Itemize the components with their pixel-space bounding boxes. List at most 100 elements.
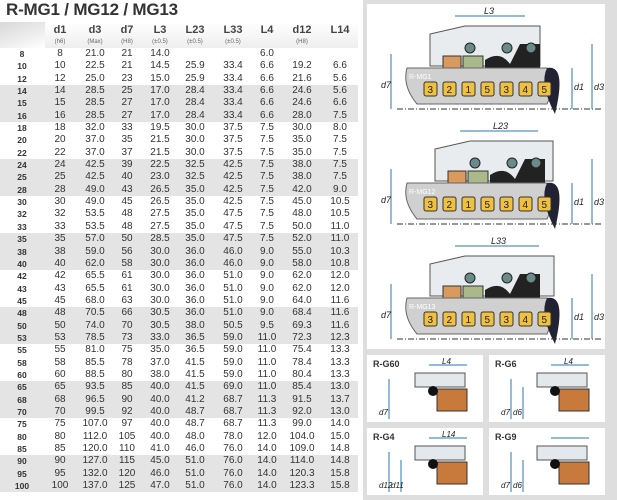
cell: 37 xyxy=(121,146,133,158)
cell: 53.5 xyxy=(85,220,105,232)
cell: 41.5 xyxy=(185,356,205,368)
column-name: L14 xyxy=(330,24,350,36)
cell: 114.0 xyxy=(289,455,315,467)
cell: 42.5 xyxy=(223,196,243,208)
cell: 70 xyxy=(54,405,66,417)
cell: 14.0 xyxy=(257,443,277,454)
cell: 97 xyxy=(121,418,133,430)
cell: 33.0 xyxy=(150,331,170,343)
cell: 9.0 xyxy=(260,270,274,282)
cell: 11.3 xyxy=(257,405,277,417)
row-size-label: 35 xyxy=(17,234,27,245)
row-size-label: 10 xyxy=(17,61,27,72)
cell: 48.7 xyxy=(185,418,205,430)
row-size-label: 80 xyxy=(17,431,27,442)
cell: 35.0 xyxy=(292,134,312,146)
column-tolerance: (Max) xyxy=(87,39,103,45)
cell: 92.0 xyxy=(292,405,312,417)
page-title: R-MG1 / MG12 / MG13 xyxy=(6,0,178,19)
cell: 11.6 xyxy=(330,307,350,319)
cell: 38.0 xyxy=(150,368,170,380)
o-ring xyxy=(469,157,481,169)
cell: 30.0 xyxy=(150,270,170,282)
cell: 46.0 xyxy=(223,257,243,269)
part-badge xyxy=(423,311,438,327)
dimension-label: L23 xyxy=(493,121,508,131)
table-row: 38 38 59.0 56 30.0 36.0 46.0 9.0 55.0 10.3 xyxy=(0,245,358,258)
part-number: 3 xyxy=(428,85,434,96)
cell: 32 xyxy=(54,208,66,220)
cell: 41.0 xyxy=(150,443,170,454)
cell: 32.0 xyxy=(85,122,105,134)
cell: 55.0 xyxy=(292,245,312,257)
table-row: 33 33 53.5 48 27.5 35.0 47.5 7.5 50.0 11.0 xyxy=(0,221,358,233)
seal-face xyxy=(462,55,484,69)
cell: 51.0 xyxy=(223,307,243,319)
dimension-label: d1 xyxy=(574,197,584,207)
cell: 85 xyxy=(121,381,133,393)
cell: 6.6 xyxy=(333,60,347,72)
o-ring xyxy=(530,157,542,169)
cell: 8 xyxy=(57,48,63,59)
cell: 9.5 xyxy=(260,319,274,331)
column-name: L23 xyxy=(185,24,205,36)
cell: 17.0 xyxy=(150,109,170,121)
column-tolerance: (±0.5) xyxy=(225,39,241,45)
seat-card-r-g9: R-G9 d7 d6 xyxy=(489,428,605,495)
cell: 48.7 xyxy=(185,405,205,417)
table-row: 53 53 78.5 73 33.0 36.5 59.0 11.0 72.3 12.3 xyxy=(0,331,358,345)
cell: 7.5 xyxy=(260,208,274,220)
column-header-d1: d1 (h6) xyxy=(40,25,80,47)
cell: 28.5 xyxy=(85,97,105,109)
table-row: 100 100 137.0 125 47.0 51.0 76.0 14.0 123.3 15.8 xyxy=(0,480,358,493)
cell: 48 xyxy=(121,208,133,220)
cell: 45.0 xyxy=(150,455,170,467)
table-row: 18 18 32.0 33 19.5 30.0 37.5 7.5 30.0 8.0 xyxy=(0,122,358,134)
table-row: 20 20 37.0 35 21.5 30.0 37.5 7.5 35.0 7.5 xyxy=(0,134,358,146)
part-badge xyxy=(442,311,457,327)
cell: 53.5 xyxy=(85,208,105,220)
cell: 42.5 xyxy=(85,171,105,183)
cell: 35.0 xyxy=(292,146,312,158)
cell: 12.0 xyxy=(330,282,350,294)
o-ring xyxy=(464,272,476,284)
cell: 40.0 xyxy=(150,430,170,442)
cell: 112.0 xyxy=(82,430,108,442)
cell: 78.4 xyxy=(292,356,312,368)
cell: 21.6 xyxy=(292,72,312,84)
cell: 76.0 xyxy=(223,455,243,467)
row-size-label: 32 xyxy=(17,209,27,220)
column-tolerance: (±0.5) xyxy=(152,39,168,45)
part-badge xyxy=(499,81,514,97)
cell: 24.6 xyxy=(292,97,312,109)
cell: 9.0 xyxy=(260,282,274,294)
shaft-end xyxy=(544,67,560,114)
row-size-label: 43 xyxy=(17,283,27,294)
part-number: 1 xyxy=(466,200,472,211)
shaft-end xyxy=(544,297,560,344)
table-row: 58 58 85.5 78 37.0 41.5 59.0 11.0 78.4 13.3 xyxy=(0,357,358,369)
cell: 46.0 xyxy=(223,245,243,257)
cell: 35.0 xyxy=(185,220,205,232)
cell: 91.5 xyxy=(292,393,312,405)
cell: 30.5 xyxy=(150,319,170,331)
row-size-label: 85 xyxy=(17,444,27,454)
part-badge xyxy=(518,81,533,97)
cell: 35 xyxy=(54,233,66,245)
cell: 65 xyxy=(54,381,66,393)
cell: 61 xyxy=(121,282,133,294)
cell: 15.0 xyxy=(150,72,170,84)
row-size-label: 48 xyxy=(17,308,27,319)
part-badge xyxy=(461,81,476,97)
cell: 22.5 xyxy=(85,60,105,72)
seat-drawing: L4 d7 d6 xyxy=(501,357,590,419)
cell: 41.2 xyxy=(185,393,205,405)
cell: 110 xyxy=(119,443,135,454)
table-row: 55 55 81.0 75 35.0 36.5 59.0 11.0 75.4 13.3 xyxy=(0,344,358,356)
column-header-d3: d3 (Max) xyxy=(75,25,115,47)
o-ring xyxy=(501,272,513,284)
cell: 65.5 xyxy=(85,270,105,282)
cell: 15.8 xyxy=(330,480,350,492)
table-row: 80 80 112.0 105 40.0 48.0 78.0 12.0 104.0 15.0 xyxy=(0,431,358,443)
cell: 81.0 xyxy=(85,344,105,356)
